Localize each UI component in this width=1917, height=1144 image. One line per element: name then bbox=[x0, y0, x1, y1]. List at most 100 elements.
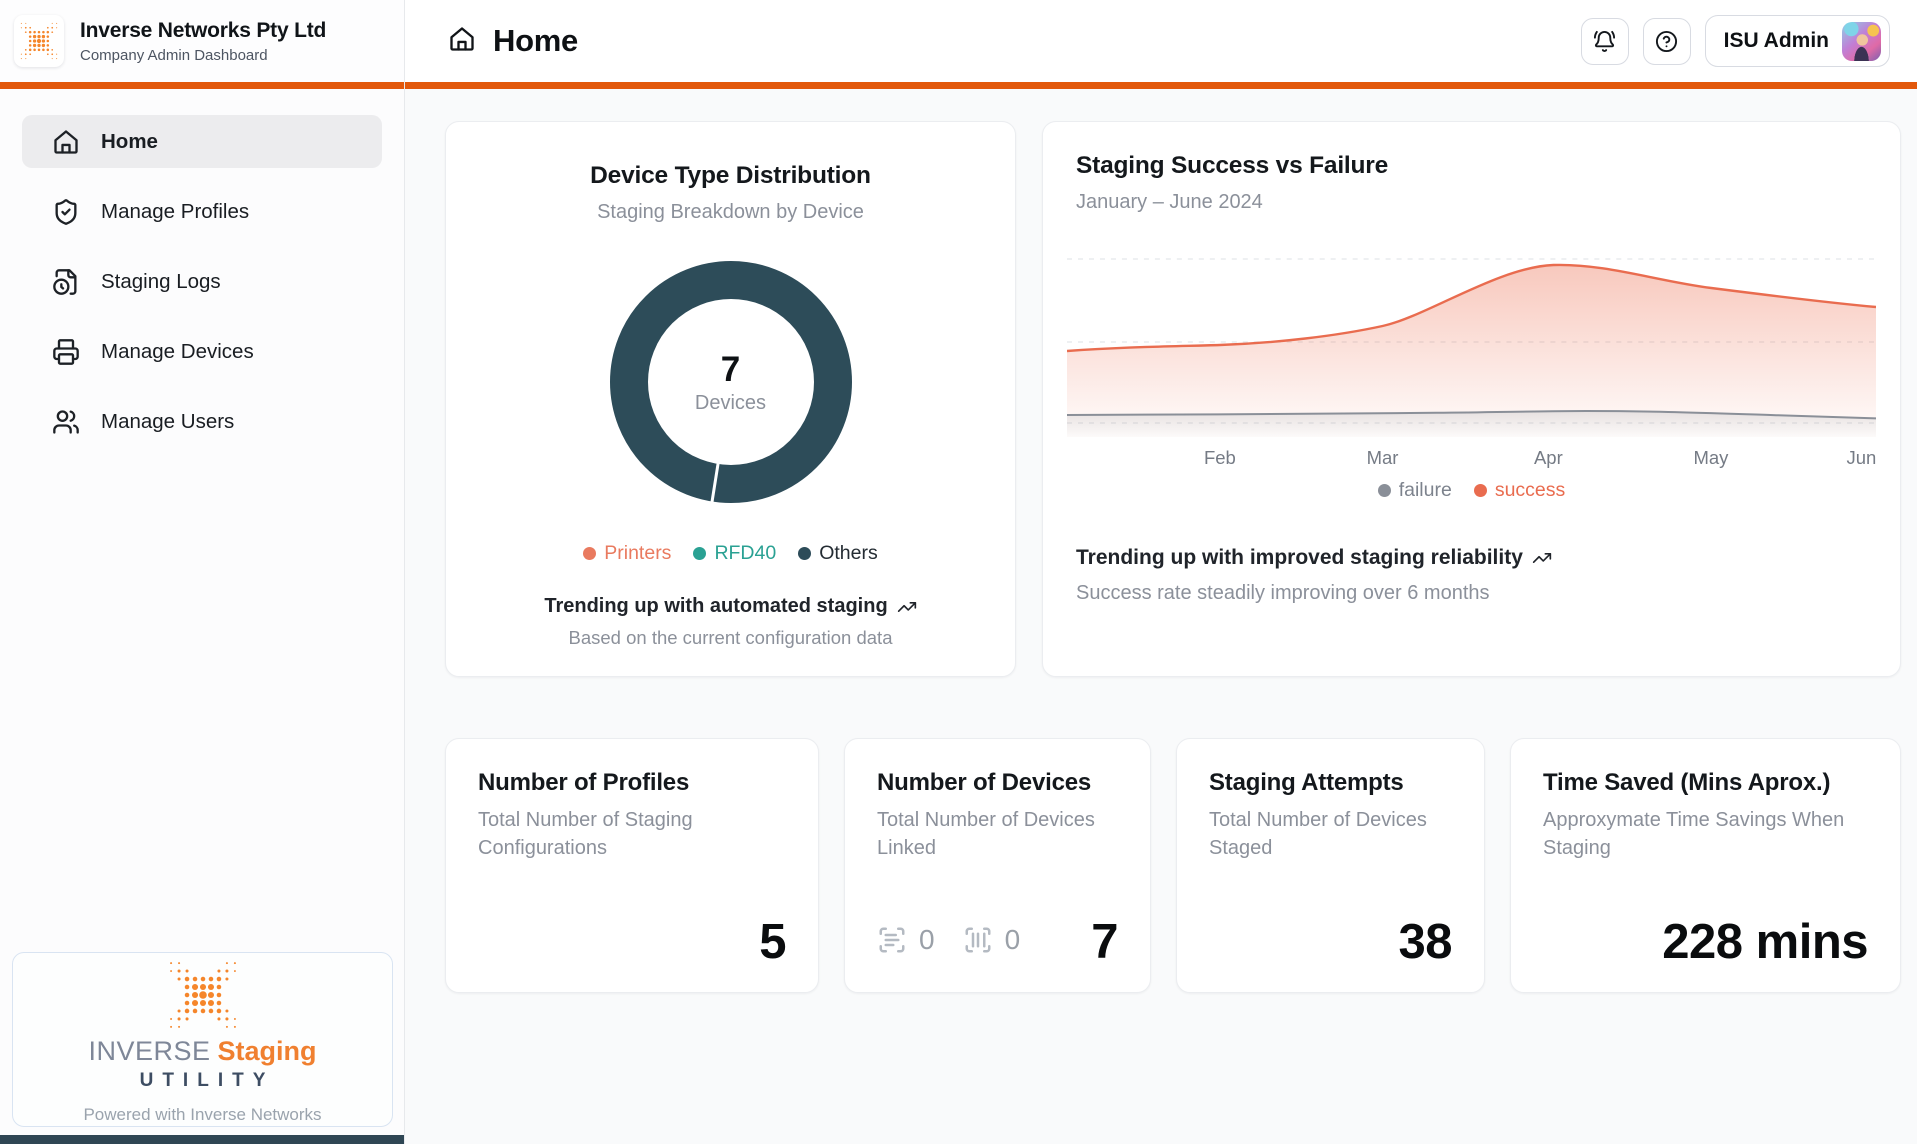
trending-up-icon bbox=[1532, 552, 1552, 564]
counter-value: 0 bbox=[919, 924, 935, 955]
page-title: Home bbox=[493, 23, 578, 58]
x-tick: May bbox=[1693, 447, 1729, 468]
stat-title: Number of Devices bbox=[877, 769, 1092, 796]
stat-subtitle: Total Number of Devices Linked bbox=[877, 809, 1095, 860]
legend-dot bbox=[1377, 484, 1391, 497]
legend-label: RFD40 bbox=[714, 542, 777, 564]
legend-label: Others bbox=[819, 542, 878, 564]
powered-by-text: Powered with Inverse Networks bbox=[83, 1105, 322, 1124]
card-title: Device Type Distribution bbox=[590, 162, 871, 189]
sidebar-item-label: Manage Devices bbox=[101, 339, 254, 363]
home-icon bbox=[448, 25, 476, 58]
shield-check-icon bbox=[55, 198, 77, 225]
x-tick: Feb bbox=[1203, 447, 1236, 468]
stat-value: 38 bbox=[1398, 915, 1452, 969]
legend-label: Printers bbox=[604, 542, 672, 564]
wordmark-inverse: INVERSE bbox=[88, 1036, 211, 1066]
x-tick: Jun bbox=[1846, 447, 1877, 468]
sidebar: Inverse Networks Pty Ltd Company Admin D… bbox=[0, 0, 405, 1144]
x-axis-ticks: Feb Mar Apr May Jun bbox=[1067, 447, 1876, 473]
stat-card-profiles: Number of Profiles Total Number of Stagi… bbox=[445, 738, 819, 993]
stats-row: Number of Profiles Total Number of Stagi… bbox=[445, 738, 1901, 993]
stat-value: 7 bbox=[1091, 915, 1118, 969]
dashboard-content: Device Type Distribution Staging Breakdo… bbox=[405, 89, 1917, 1144]
legend-item-others: Others bbox=[798, 542, 878, 565]
user-menu-button[interactable]: ISU Admin bbox=[1704, 15, 1890, 67]
sidebar-bottom-strip bbox=[0, 1135, 404, 1144]
printer-icon bbox=[53, 338, 79, 365]
staging-success-failure-card: Staging Success vs Failure January – Jun… bbox=[1042, 121, 1901, 677]
trending-up-icon bbox=[897, 601, 916, 612]
scan-text-icon bbox=[879, 927, 905, 953]
legend-dot bbox=[1473, 484, 1487, 497]
wordmark-staging: Staging bbox=[217, 1036, 317, 1066]
device-type-distribution-card: Device Type Distribution Staging Breakdo… bbox=[445, 121, 1016, 677]
user-name: ISU Admin bbox=[1723, 29, 1829, 52]
sidebar-item-manage-profiles[interactable]: Manage Profiles bbox=[22, 185, 382, 238]
legend-dot bbox=[583, 547, 597, 560]
company-subtitle: Company Admin Dashboard bbox=[80, 46, 268, 64]
sidebar-item-manage-devices[interactable]: Manage Devices bbox=[22, 325, 382, 378]
legend-dot bbox=[693, 547, 707, 560]
card-caption: Based on the current configuration data bbox=[568, 627, 893, 648]
donut-chart: 7 Devices bbox=[605, 256, 857, 508]
sidebar-item-label: Home bbox=[101, 129, 158, 153]
stat-subtitle: Approxymate Time Savings When Staging bbox=[1543, 809, 1845, 860]
area-chart-legend: failure success bbox=[1043, 479, 1900, 502]
help-circle-icon bbox=[1656, 30, 1678, 52]
staging-utility-logo bbox=[165, 957, 241, 1038]
stat-title: Staging Attempts bbox=[1209, 769, 1404, 796]
donut-legend: Printers RFD40 Others bbox=[446, 542, 1015, 565]
x-tick: Mar bbox=[1366, 447, 1399, 468]
file-clock-icon bbox=[53, 268, 77, 295]
avatar bbox=[1842, 21, 1881, 61]
sidebar-item-label: Manage Profiles bbox=[101, 199, 250, 223]
sidebar-footer-card: INVERSE Staging UTILITY Powered with Inv… bbox=[12, 952, 393, 1127]
legend-label: success bbox=[1494, 479, 1566, 501]
stat-subtitle: Total Number of Staging Configurations bbox=[478, 809, 693, 860]
sidebar-header: Inverse Networks Pty Ltd Company Admin D… bbox=[0, 0, 404, 89]
help-button[interactable] bbox=[1642, 17, 1691, 65]
legend-item-rfd40: RFD40 bbox=[693, 542, 776, 565]
users-icon bbox=[53, 409, 79, 434]
stat-card-time-saved: Time Saved (Mins Aprox.) Approxymate Tim… bbox=[1510, 738, 1901, 993]
sidebar-item-label: Manage Users bbox=[101, 409, 235, 433]
notifications-button[interactable] bbox=[1580, 17, 1629, 65]
device-type-counters: 0 0 bbox=[877, 924, 1036, 956]
donut-center-value: 7 bbox=[720, 349, 741, 389]
legend-item-failure: failure bbox=[1377, 479, 1452, 502]
stat-card-devices: Number of Devices Total Number of Device… bbox=[844, 738, 1151, 993]
stat-value: 5 bbox=[759, 915, 786, 969]
stat-card-staging-attempts: Staging Attempts Total Number of Devices… bbox=[1176, 738, 1485, 993]
sidebar-nav: Home Manage Profiles Staging Logs Manage… bbox=[0, 115, 404, 448]
company-name: Inverse Networks Pty Ltd bbox=[80, 18, 327, 42]
page-header: Home ISU Admin bbox=[405, 0, 1917, 89]
home-icon bbox=[54, 129, 78, 154]
trend-text: Trending up with automated staging bbox=[446, 595, 1015, 618]
card-subtitle: Staging Breakdown by Device bbox=[597, 201, 864, 223]
stat-title: Time Saved (Mins Aprox.) bbox=[1543, 769, 1831, 796]
company-logo bbox=[14, 15, 64, 67]
donut-center-label: Devices bbox=[694, 391, 767, 414]
bell-ring-icon bbox=[1594, 30, 1616, 52]
wordmark-utility: UTILITY bbox=[139, 1070, 275, 1091]
card-title: Staging Success vs Failure bbox=[1076, 152, 1389, 179]
sidebar-item-staging-logs[interactable]: Staging Logs bbox=[22, 255, 382, 308]
card-caption: Success rate steadily improving over 6 m… bbox=[1076, 582, 1490, 604]
scan-barcode-icon bbox=[965, 927, 991, 953]
stat-value: 228 mins bbox=[1662, 915, 1868, 969]
sidebar-item-home[interactable]: Home bbox=[22, 115, 382, 168]
sidebar-item-label: Staging Logs bbox=[101, 269, 221, 293]
legend-dot bbox=[798, 547, 812, 560]
wordmark: INVERSE Staging bbox=[88, 1036, 316, 1067]
trend-text: Trending up with improved staging reliab… bbox=[1076, 546, 1900, 570]
stat-subtitle: Total Number of Devices Staged bbox=[1209, 809, 1427, 860]
card-subtitle: January – June 2024 bbox=[1076, 191, 1263, 213]
stat-title: Number of Profiles bbox=[478, 769, 690, 796]
area-chart bbox=[1067, 242, 1876, 437]
sidebar-item-manage-users[interactable]: Manage Users bbox=[22, 395, 382, 448]
counter-value: 0 bbox=[1004, 924, 1021, 955]
legend-item-printers: Printers bbox=[583, 542, 671, 565]
legend-label: failure bbox=[1398, 479, 1452, 501]
